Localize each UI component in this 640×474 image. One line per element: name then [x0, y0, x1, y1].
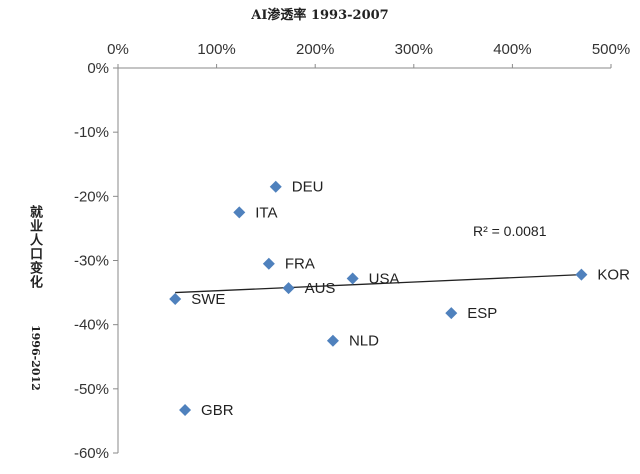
- data-point: [269, 180, 282, 193]
- y-tick-label: -20%: [74, 188, 109, 205]
- data-point-label: AUS: [305, 280, 336, 297]
- data-point: [445, 307, 458, 320]
- data-point-label: ITA: [255, 204, 277, 221]
- data-point-label: FRA: [285, 256, 315, 273]
- data-point: [282, 282, 295, 295]
- data-point-label: ESP: [467, 305, 497, 322]
- y-tick-label: -10%: [74, 124, 109, 141]
- x-tick-label: 0%: [107, 41, 129, 58]
- data-point: [346, 272, 359, 285]
- data-point: [575, 268, 588, 281]
- r-squared-annotation: R² = 0.0081: [473, 223, 547, 239]
- x-tick-label: 400%: [493, 41, 531, 58]
- x-tick-label: 300%: [395, 41, 433, 58]
- trendline: [175, 273, 582, 294]
- data-point-label: SWE: [191, 291, 225, 308]
- y-tick-label: -40%: [74, 317, 109, 334]
- y-tick-label: -30%: [74, 253, 109, 270]
- data-point-label: GBR: [201, 402, 234, 419]
- y-axis-subtitle: 1996-2012: [29, 325, 42, 391]
- y-tick-label: -60%: [74, 445, 109, 462]
- data-point-label: NLD: [349, 333, 379, 350]
- data-point: [169, 293, 182, 305]
- data-point-label: KOR: [597, 267, 630, 284]
- x-tick-label: 100%: [197, 41, 235, 58]
- chart-title: AI渗透率 1993-2007: [251, 8, 389, 23]
- y-tick-label: 0%: [87, 60, 109, 77]
- x-tick-label: 500%: [592, 41, 630, 58]
- data-point: [233, 206, 246, 219]
- y-axis-title: 就业人口变化: [27, 205, 42, 289]
- data-point: [179, 404, 192, 417]
- data-point: [262, 257, 275, 270]
- x-tick-label: 200%: [296, 41, 334, 58]
- data-point: [326, 334, 339, 347]
- data-point-label: USA: [369, 270, 400, 287]
- data-point-label: DEU: [292, 179, 324, 196]
- y-tick-label: -50%: [74, 381, 109, 398]
